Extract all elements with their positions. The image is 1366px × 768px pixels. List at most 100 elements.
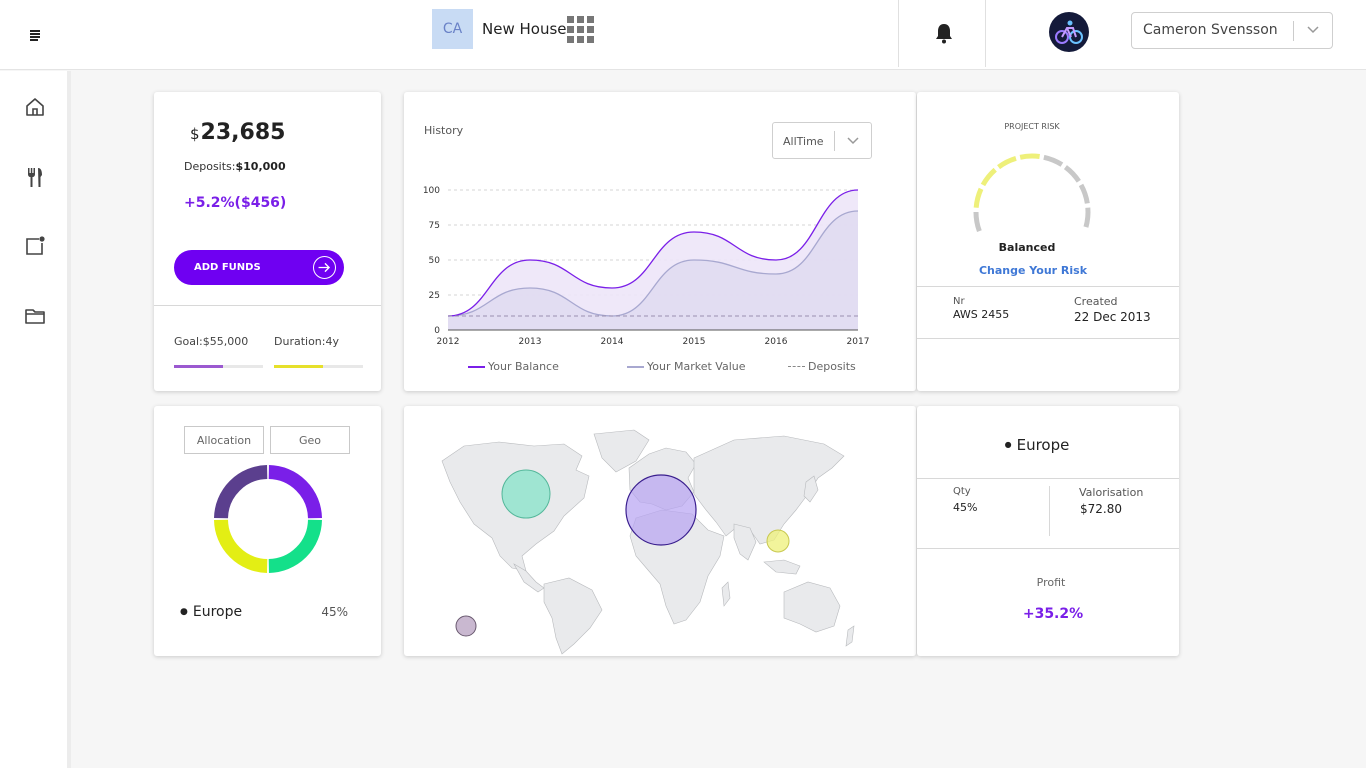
allocation-card: Allocation Geo ● Europe 45% [154, 406, 381, 656]
map-madagascar [721, 581, 731, 607]
time-range-select[interactable]: AllTime [772, 122, 872, 159]
y-tick-label: 75 [429, 221, 440, 231]
tab-allocation[interactable]: Allocation [184, 426, 264, 454]
bullet: ● [1004, 440, 1012, 449]
gauge-segment [1043, 154, 1064, 167]
menu-icon[interactable] [24, 26, 46, 44]
y-tick-label: 25 [429, 291, 440, 301]
donut-segment[interactable] [214, 465, 268, 519]
goal-label: Goal:$55,000 [174, 335, 249, 348]
project-badge[interactable]: CA [432, 9, 473, 49]
donut-segment[interactable] [268, 519, 322, 573]
bike-avatar-icon [1055, 20, 1083, 44]
change-risk-link[interactable]: Change Your Risk [978, 264, 1088, 277]
map-greenland [593, 429, 650, 473]
gauge-segment [1083, 207, 1091, 228]
top-bar: CA New House Cameron Svensson [0, 0, 1366, 70]
allocation-donut [214, 465, 322, 573]
risk-title: PROJECT RISK [1004, 122, 1060, 131]
y-tick-label: 0 [434, 326, 440, 336]
avatar[interactable] [1049, 12, 1089, 52]
goal-progress-bar [174, 365, 263, 368]
gauge-segment [997, 155, 1017, 170]
time-range-value: AllTime [783, 135, 824, 148]
chevron-down-icon [1307, 26, 1319, 34]
add-funds-button[interactable]: ADD FUNDS [174, 250, 344, 285]
nr-label: Nr [953, 296, 965, 307]
qty-label: Qty [953, 486, 971, 497]
legend-swatch [468, 365, 485, 368]
deposits-info: Deposits:$10,000 [184, 160, 286, 173]
legend-deposits[interactable]: Deposits [788, 360, 856, 373]
balance-change: +5.2%($456) [184, 195, 287, 211]
map-japan [803, 475, 819, 503]
sidebar [0, 71, 71, 768]
created-label: Created [1074, 295, 1118, 308]
history-title: History [424, 124, 464, 137]
valorisation-value: $72.80 [1080, 502, 1122, 516]
card-divider [917, 548, 1179, 549]
gauge-segment [973, 211, 982, 233]
series-line-your-balance [447, 189, 859, 317]
profit-label: Profit [1036, 576, 1066, 589]
x-tick-label: 2015 [683, 337, 706, 347]
map-south-america [543, 577, 603, 655]
series-line-market-value [447, 210, 859, 317]
project-name[interactable]: New House [482, 20, 567, 38]
legend-swatch [627, 365, 644, 368]
world-map-card [404, 406, 916, 656]
balance-card: $23,685 Deposits:$10,000 +5.2%($456) ADD… [154, 92, 381, 391]
user-select[interactable]: Cameron Svensson [1131, 12, 1333, 49]
card-divider [917, 478, 1179, 479]
duration-label: Duration:4y [274, 335, 339, 348]
gauge-segment [1078, 183, 1090, 204]
x-tick-label: 2017 [847, 337, 870, 347]
x-tick-label: 2014 [601, 337, 624, 347]
map-india [733, 523, 757, 561]
notification-square-icon[interactable] [24, 235, 46, 257]
map-central-america [513, 563, 545, 593]
chevron-down-icon [847, 137, 859, 145]
gauge-segment [973, 187, 984, 208]
project-risk-card: PROJECT RISK Balanced Change Your Risk N… [917, 92, 1179, 391]
map-new-zealand [845, 625, 855, 647]
x-tick-label: 2013 [519, 337, 542, 347]
series-area-market-value [448, 211, 858, 330]
allocation-percent: 45% [321, 605, 348, 619]
map-marker-oceania [455, 615, 477, 637]
header-divider [898, 0, 899, 67]
tab-geo[interactable]: Geo [270, 426, 350, 454]
duration-progress-fill [274, 365, 323, 368]
allocation-region: ● Europe [180, 604, 243, 620]
legend-market-value[interactable]: Your Market Value [627, 360, 746, 373]
qty-value: 45% [953, 501, 978, 514]
card-divider [917, 286, 1179, 287]
nr-value: AWS 2455 [953, 308, 1010, 321]
donut-segment[interactable] [268, 465, 322, 519]
y-tick-label: 50 [429, 256, 441, 266]
home-icon[interactable] [24, 96, 46, 118]
map-asia [693, 435, 845, 545]
apps-grid-icon[interactable] [567, 16, 595, 44]
profit-value: +35.2% [1022, 606, 1084, 622]
vertical-divider [1049, 486, 1050, 536]
gauge-segment [980, 167, 997, 187]
region-detail-card: ● Europe Qty 45% Valorisation $72.80 Prof… [917, 406, 1179, 656]
legend-your-balance[interactable]: Your Balance [468, 360, 559, 373]
region-title: ● Europe [1004, 436, 1070, 454]
legend-swatch [788, 366, 805, 367]
bell-icon[interactable] [934, 22, 954, 44]
balance-amount: $23,685 [190, 120, 286, 145]
history-card: History AllTime 0 25 50 75 100 2012 2013 2014 20… [404, 92, 916, 391]
valorisation-label: Valorisation [1079, 486, 1144, 499]
arrow-right-icon [313, 256, 336, 279]
map-indonesia [763, 559, 801, 575]
map-marker-north-america [501, 469, 551, 519]
bullet: ● [180, 607, 188, 617]
gauge-segment [1019, 153, 1040, 160]
donut-segment[interactable] [214, 519, 268, 573]
cutlery-icon[interactable] [24, 166, 46, 188]
world-map[interactable] [404, 406, 916, 656]
folder-icon[interactable] [24, 305, 46, 327]
card-divider [154, 305, 381, 306]
